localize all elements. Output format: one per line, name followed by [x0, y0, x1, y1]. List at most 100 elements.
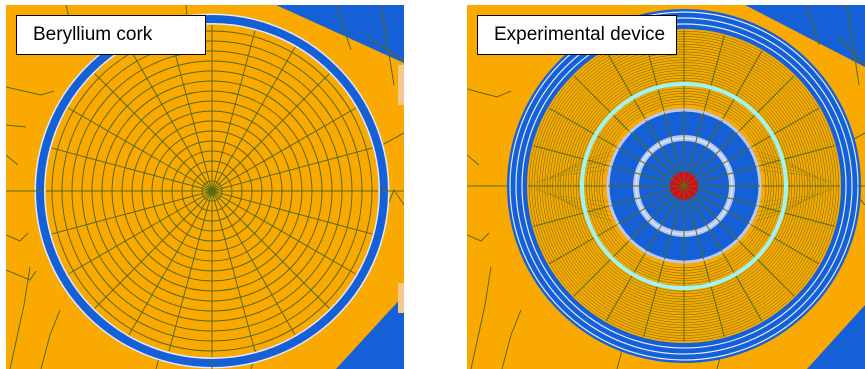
radial-mesh-line: [671, 178, 685, 187]
radial-mesh-line: [211, 73, 330, 192]
radial-mesh-line: [721, 50, 763, 121]
radial-mesh-line: [67, 190, 213, 275]
radial-mesh-line: [697, 165, 758, 183]
radial-mesh-line: [573, 75, 631, 133]
radial-mesh-line: [687, 199, 705, 260]
experimental-device-label: Experimental device: [477, 15, 677, 55]
blue-stripe: [398, 325, 404, 341]
outer-mesh-line: [335, 5, 352, 51]
outer-mesh-line: [467, 154, 480, 166]
outer-mesh-line: [40, 309, 61, 369]
outer-mesh-line: [6, 232, 29, 242]
radial-mesh-line: [643, 259, 665, 337]
radial-mesh-line: [757, 205, 835, 227]
blue-stripe: [745, 5, 865, 67]
radial-mesh-line: [211, 190, 357, 275]
radial-mesh-line: [211, 30, 256, 192]
radial-mesh-line: [617, 147, 673, 180]
radial-mesh-line: [697, 189, 758, 207]
radial-mesh-line: [128, 190, 213, 336]
device-outer-band-stripe: [521, 23, 847, 349]
radial-mesh-line: [548, 223, 619, 265]
radial-mesh-line: [51, 147, 213, 192]
outer-mesh-line: [6, 154, 19, 166]
radial-mesh-line: [168, 30, 213, 192]
radial-mesh-line: [605, 50, 647, 121]
radial-mesh-line: [695, 192, 751, 225]
radial-mesh-line: [211, 190, 256, 352]
outer-mesh-line: [6, 269, 37, 281]
radial-mesh-line: [94, 73, 213, 192]
radial-mesh-line: [737, 239, 795, 297]
blue-stripe: [336, 295, 404, 369]
radial-mesh-line: [676, 173, 685, 187]
radial-mesh-line: [645, 119, 678, 175]
radial-mesh-line: [168, 190, 213, 352]
outer-mesh-line: [467, 232, 490, 242]
device-outer-band-stripe: [515, 17, 853, 355]
radial-mesh-line: [629, 131, 675, 177]
blue-stripe: [276, 5, 404, 63]
radial-mesh-line: [693, 195, 739, 241]
outer-mesh-line: [836, 34, 865, 66]
edge-patch: [398, 283, 404, 313]
device-cyan-ring: [580, 82, 788, 290]
radial-mesh-line: [749, 107, 820, 149]
radial-mesh-line: [663, 112, 681, 173]
radial-mesh-line: [683, 185, 697, 194]
radial-mesh-line: [67, 107, 213, 192]
radial-mesh-line: [533, 145, 611, 167]
radial-mesh-line: [573, 239, 631, 297]
outer-mesh-line: [501, 309, 522, 369]
outer-mesh-line: [846, 5, 860, 86]
radial-mesh-line: [211, 190, 330, 309]
radial-mesh-line: [610, 189, 671, 207]
radial-mesh-line: [683, 173, 692, 187]
outer-mesh-line: [6, 124, 27, 128]
outer-mesh-line: [365, 34, 404, 62]
outer-mesh-line: [9, 266, 31, 369]
radial-mesh-line: [128, 46, 213, 192]
radial-mesh-line: [629, 195, 675, 241]
edge-patch: [398, 65, 404, 105]
radial-mesh-line: [617, 192, 673, 225]
radial-mesh-line: [211, 190, 373, 235]
radial-mesh-line: [683, 185, 692, 199]
radial-mesh-line: [645, 197, 678, 253]
panel-beryllium-cork: Beryllium cork: [6, 5, 404, 369]
radial-mesh-line: [749, 223, 820, 265]
radial-mesh-line: [757, 145, 835, 167]
device-outer-band: [507, 9, 861, 363]
radial-mesh-line: [695, 147, 751, 180]
radial-mesh-line: [690, 197, 723, 253]
outer-mesh-line: [380, 5, 395, 86]
radial-mesh-line: [703, 35, 725, 113]
radial-mesh-line: [211, 190, 296, 336]
radial-mesh-line: [610, 165, 671, 183]
blue-stripe: [807, 305, 865, 369]
radial-mesh-line: [533, 205, 611, 227]
radial-mesh-line: [703, 259, 725, 337]
radial-mesh-line: [605, 251, 647, 322]
outer-mesh-line: [616, 349, 623, 369]
radial-mesh-line: [676, 185, 685, 199]
radial-mesh-line: [548, 107, 619, 149]
beryllium-cork-label: Beryllium cork: [16, 15, 206, 55]
radial-mesh-line: [211, 107, 357, 192]
radial-mesh-line: [211, 46, 296, 192]
outer-mesh-line: [806, 5, 820, 46]
outer-mesh-line: [470, 266, 492, 369]
radial-mesh-line: [51, 190, 213, 235]
radial-mesh-line: [687, 112, 705, 173]
outer-mesh-line: [467, 88, 512, 98]
panel-experimental-device: Experimental device: [467, 5, 865, 369]
experimental-device-mesh: [467, 5, 865, 369]
outer-mesh-line: [381, 132, 404, 146]
radial-mesh-line: [737, 75, 795, 133]
radial-mesh-line: [211, 147, 373, 192]
radial-mesh-line: [671, 185, 685, 194]
radial-mesh-line: [94, 190, 213, 309]
radial-mesh-line: [663, 199, 681, 260]
radial-mesh-line: [721, 251, 763, 322]
radial-mesh-line: [690, 119, 723, 175]
